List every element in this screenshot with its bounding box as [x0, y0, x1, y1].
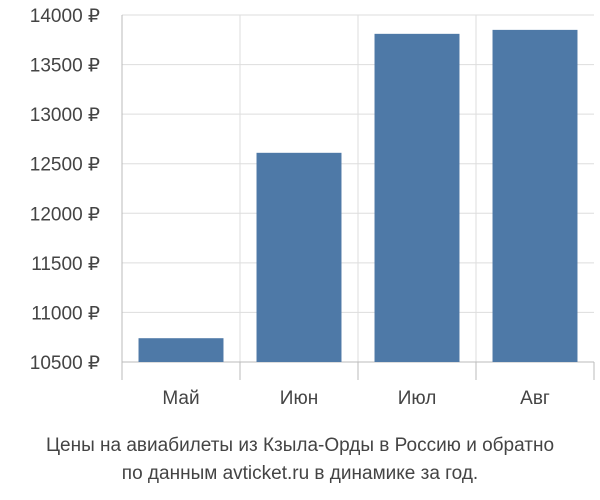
x-tick-labels: Май Июн Июл Авг [162, 388, 550, 409]
y-tick-label: 13500 ₽ [30, 56, 100, 77]
bar-4 [492, 29, 578, 362]
y-tick-label: 14000 ₽ [30, 6, 100, 27]
grid-lines [122, 14, 594, 363]
bar-1 [138, 338, 224, 362]
y-tick-label: 11000 ₽ [31, 303, 100, 324]
y-tick-label: 11500 ₽ [31, 254, 100, 275]
y-tick-label: 12000 ₽ [30, 204, 100, 225]
x-tick-label: Май [162, 388, 199, 409]
x-tick-label: Авг [520, 388, 550, 409]
x-tick-label: Июл [398, 388, 437, 409]
y-tick-label: 12500 ₽ [30, 155, 100, 176]
bar-2 [256, 152, 342, 362]
y-tick-label: 13000 ₽ [30, 105, 100, 126]
y-tick-labels: 10500 ₽ 11000 ₽ 11500 ₽ 12000 ₽ 12500 ₽ 13000… [30, 6, 100, 374]
x-tick-label: Июн [280, 388, 318, 409]
chart-caption-line-2: по данным avticket.ru в динамике за год. [121, 463, 479, 484]
bar-3 [374, 33, 460, 362]
y-tick-label: 10500 ₽ [30, 353, 100, 374]
chart-caption-line-1: Цены на авиабилеты из Кзыла-Орды в Росси… [45, 435, 555, 456]
bars [138, 29, 578, 362]
